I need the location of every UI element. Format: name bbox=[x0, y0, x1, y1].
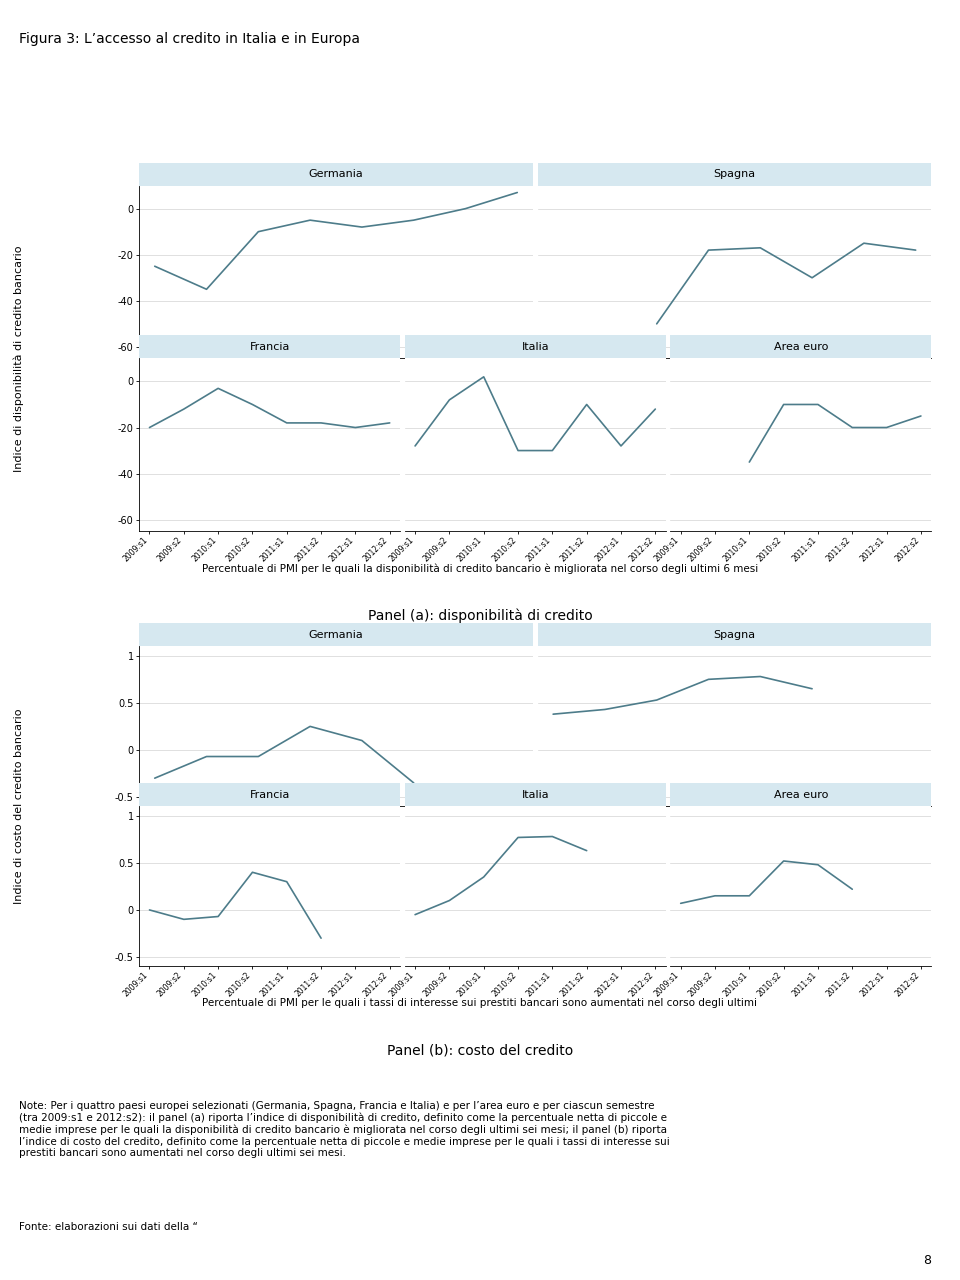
Text: Francia: Francia bbox=[250, 342, 290, 352]
Text: Percentuale di PMI per le quali la disponibilità di credito bancario è migliorat: Percentuale di PMI per le quali la dispo… bbox=[202, 563, 758, 573]
Text: Note: Per i quattro paesi europei selezionati (Germania, Spagna, Francia e Itali: Note: Per i quattro paesi europei selezi… bbox=[19, 1101, 670, 1158]
Text: Figura 3: L’accesso al credito in Italia e in Europa: Figura 3: L’accesso al credito in Italia… bbox=[19, 32, 360, 46]
Text: Percentuale di PMI per le quali i tassi di interesse sui prestiti bancari sono a: Percentuale di PMI per le quali i tassi … bbox=[203, 998, 757, 1009]
Text: Germania: Germania bbox=[308, 630, 364, 640]
Text: Panel (b): costo del credito: Panel (b): costo del credito bbox=[387, 1043, 573, 1057]
Text: Indice di disponibilità di credito bancario: Indice di disponibilità di credito banca… bbox=[14, 246, 24, 471]
Text: Italia: Italia bbox=[521, 790, 549, 800]
Text: Spagna: Spagna bbox=[713, 169, 756, 179]
Text: Francia: Francia bbox=[250, 790, 290, 800]
Text: Area euro: Area euro bbox=[774, 342, 828, 352]
Text: Germania: Germania bbox=[308, 169, 364, 179]
Text: Panel (a): disponibilità di credito: Panel (a): disponibilità di credito bbox=[368, 608, 592, 622]
Text: Fonte: elaborazioni sui dati della “: Fonte: elaborazioni sui dati della “ bbox=[19, 1222, 198, 1233]
Text: Italia: Italia bbox=[521, 342, 549, 352]
Text: Spagna: Spagna bbox=[713, 630, 756, 640]
Text: Area euro: Area euro bbox=[774, 790, 828, 800]
Text: 8: 8 bbox=[924, 1254, 931, 1267]
Text: Indice di costo del credito bancario: Indice di costo del credito bancario bbox=[14, 709, 24, 904]
